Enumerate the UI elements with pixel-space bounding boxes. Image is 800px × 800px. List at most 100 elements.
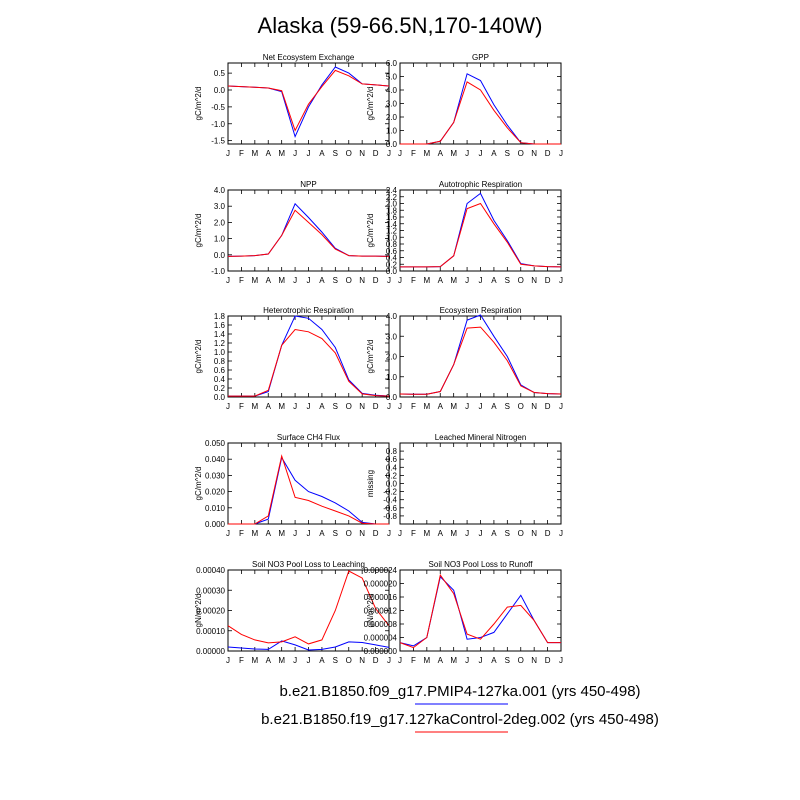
x-tick-label: J xyxy=(479,276,483,285)
y-tick-label: 1.2 xyxy=(386,227,398,236)
x-tick-label: D xyxy=(545,656,551,665)
y-tick-label: 0.0 xyxy=(386,140,398,149)
x-tick-label: S xyxy=(333,529,338,538)
x-tick-label: A xyxy=(319,529,325,538)
series-line-1 xyxy=(400,73,561,145)
figure-title: Alaska (59-66.5N,170-140W) xyxy=(258,13,543,38)
x-tick-label: J xyxy=(559,402,563,411)
series-line-2 xyxy=(227,570,390,645)
series-line-2 xyxy=(228,454,389,525)
x-tick-label: J xyxy=(398,529,402,538)
panel-leached-mineral-nitrogen: Leached Mineral Nitrogen -0.8-0.6-0.4-0.2… xyxy=(366,433,563,538)
x-tick-label: J xyxy=(559,529,563,538)
x-tick-label: J xyxy=(465,656,469,665)
y-tick-label: 0.0 xyxy=(386,480,398,489)
y-tick-label: 0.8 xyxy=(214,357,226,366)
x-tick-label: A xyxy=(319,656,325,665)
legend-label-1: b.e21.B1850.f09_g17.PMIP4-127ka.001 (yrs… xyxy=(279,683,640,700)
y-tick-label: 0.8 xyxy=(386,240,398,249)
x-tick-label: F xyxy=(411,529,416,538)
x-tick-label: J xyxy=(387,149,391,158)
x-tick-label: M xyxy=(423,276,430,285)
x-tick-label: J xyxy=(559,276,563,285)
y-tick-label: -1.5 xyxy=(211,137,225,146)
panel-title: Net Ecosystem Exchange xyxy=(263,53,355,62)
series-line-1 xyxy=(228,315,390,397)
x-tick-label: J xyxy=(479,529,483,538)
x-tick-label: D xyxy=(545,529,551,538)
y-tick-label: 0.00040 xyxy=(196,566,225,575)
x-tick-label: M xyxy=(278,656,285,665)
panel-title: Surface CH4 Flux xyxy=(277,433,340,442)
y-tick-label: 0.00010 xyxy=(196,627,225,636)
x-tick-label: A xyxy=(438,529,444,538)
series-line-2 xyxy=(399,573,561,649)
x-tick-label: O xyxy=(518,276,524,285)
x-tick-label: M xyxy=(278,529,285,538)
y-tick-label: 0.000000 xyxy=(364,647,398,656)
y-tick-label: 2.0 xyxy=(386,353,398,362)
panel-title: Autotrophic Respiration xyxy=(439,180,522,189)
x-tick-label: J xyxy=(465,276,469,285)
y-tick-label: 0.0 xyxy=(214,393,226,402)
series-line-1 xyxy=(400,192,562,268)
x-tick-label: O xyxy=(518,529,524,538)
y-tick-label: 0.00030 xyxy=(196,586,225,595)
x-tick-label: D xyxy=(373,149,379,158)
y-tick-label: 0.0 xyxy=(214,86,226,95)
panel-title: NPP xyxy=(300,180,316,189)
y-tick-label: 1.0 xyxy=(214,348,226,357)
x-tick-label: F xyxy=(239,656,244,665)
x-tick-label: J xyxy=(398,656,402,665)
plot-frame xyxy=(227,189,390,272)
y-tick-label: -0.8 xyxy=(383,512,397,521)
y-tick-label: 0.000008 xyxy=(364,620,398,629)
x-tick-label: N xyxy=(531,402,537,411)
x-tick-label: J xyxy=(559,149,563,158)
x-tick-label: N xyxy=(359,149,365,158)
y-tick-label: 4.0 xyxy=(214,186,226,195)
x-tick-label: D xyxy=(373,276,379,285)
x-tick-label: N xyxy=(531,149,537,158)
y-tick-label: 0.0 xyxy=(386,267,398,276)
x-tick-label: N xyxy=(359,529,365,538)
y-tick-label: 0.0 xyxy=(386,393,398,402)
x-tick-label: N xyxy=(531,656,537,665)
x-tick-label: O xyxy=(346,529,352,538)
x-tick-label: J xyxy=(307,656,311,665)
x-tick-label: O xyxy=(346,402,352,411)
y-tick-label: 1.0 xyxy=(386,373,398,382)
x-tick-label: J xyxy=(465,149,469,158)
y-tick-label: 1.8 xyxy=(386,206,398,215)
x-tick-label: A xyxy=(319,276,325,285)
x-tick-label: F xyxy=(239,402,244,411)
y-tick-label: 0.2 xyxy=(386,260,398,269)
x-tick-label: M xyxy=(251,402,258,411)
x-tick-label: J xyxy=(226,529,230,538)
y-axis-label: gN/m^2/d xyxy=(194,594,203,628)
panel-title: Soil NO3 Pool Loss to Leaching xyxy=(252,560,365,569)
y-tick-label: 3.0 xyxy=(386,332,398,341)
x-tick-label: F xyxy=(239,529,244,538)
x-tick-label: J xyxy=(293,402,297,411)
x-tick-label: A xyxy=(491,656,497,665)
y-tick-label: -1.0 xyxy=(211,120,225,129)
x-tick-label: N xyxy=(531,276,537,285)
y-tick-label: 4.0 xyxy=(386,312,398,321)
x-tick-label: N xyxy=(359,276,365,285)
x-tick-label: D xyxy=(373,656,379,665)
y-tick-label: 0.00020 xyxy=(196,607,225,616)
legend: b.e21.B1850.f09_g17.PMIP4-127ka.001 (yrs… xyxy=(261,683,659,733)
x-tick-label: J xyxy=(559,656,563,665)
x-tick-label: J xyxy=(293,276,297,285)
y-tick-label: -0.4 xyxy=(383,496,397,505)
x-tick-label: F xyxy=(411,656,416,665)
x-tick-label: N xyxy=(531,529,537,538)
panel-soil-no3-pool-loss-to-leaching: Soil NO3 Pool Loss to Leaching 0.00000 0.0… xyxy=(194,560,391,665)
x-tick-label: M xyxy=(278,276,285,285)
panel-grid: Net Ecosystem Exchange 0.5 0.0 -0.5 -1.0 -1.5… xyxy=(194,53,563,665)
x-tick-label: M xyxy=(450,529,457,538)
x-tick-label: S xyxy=(333,656,338,665)
